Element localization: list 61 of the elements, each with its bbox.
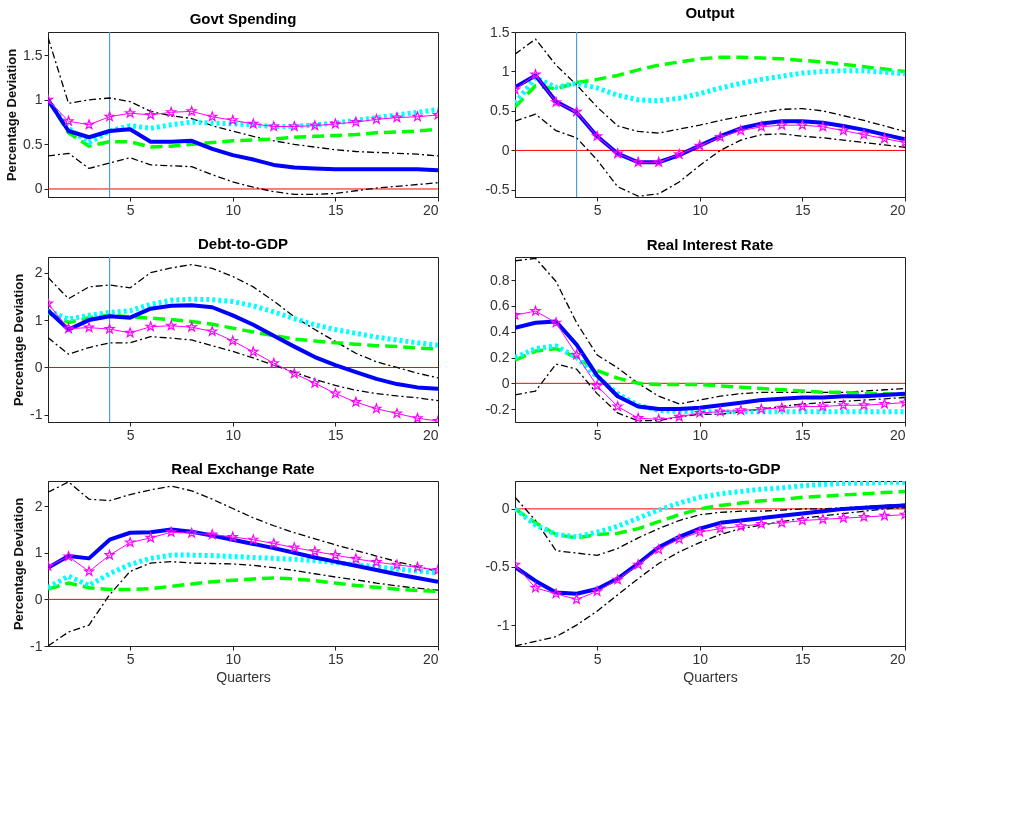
- x-tick-label: 15: [795, 201, 811, 218]
- x-tick-label: 5: [126, 650, 135, 667]
- y-axis-title: Percentage Deviation: [11, 273, 27, 407]
- y-axis-title: Percentage Deviation: [4, 48, 20, 182]
- x-tick-label: 15: [328, 650, 344, 667]
- x-tick-label: 10: [225, 201, 242, 218]
- y-tick-label: 1.5: [490, 23, 510, 40]
- y-tick-label: 0: [501, 500, 510, 517]
- y-tick-label: 0.4: [490, 323, 510, 340]
- x-tick-label: 20: [422, 650, 439, 667]
- y-tick-label: 2: [34, 497, 43, 514]
- x-tick-label: 10: [225, 426, 242, 443]
- y-tick-label: 0: [34, 180, 43, 197]
- x-tick-label: 10: [692, 650, 709, 667]
- x-tick-label: 15: [795, 426, 811, 443]
- x-tick-label: 10: [692, 201, 709, 218]
- chart-title: Debt-to-GDP: [198, 235, 288, 253]
- x-tick-label: 10: [225, 650, 242, 667]
- x-tick-label: 5: [593, 201, 602, 218]
- x-tick-label: 5: [593, 426, 602, 443]
- y-tick-label: 0.8: [490, 271, 510, 288]
- x-tick-label: 20: [889, 426, 906, 443]
- y-tick-label: 1.5: [23, 46, 43, 63]
- x-tick-label: 15: [795, 650, 811, 667]
- y-tick-label: 0: [34, 358, 43, 375]
- y-tick-label: -1: [30, 637, 43, 654]
- chart-title: Output: [685, 4, 735, 21]
- x-tick-label: 20: [422, 201, 439, 218]
- x-tick-label: 5: [593, 650, 602, 667]
- x-tick-label: 20: [889, 201, 906, 218]
- y-tick-label: 1: [34, 91, 43, 108]
- x-tick-label: 20: [422, 426, 439, 443]
- y-tick-label: 0: [501, 374, 510, 391]
- y-tick-label: 1: [34, 311, 43, 328]
- x-tick-label: 20: [889, 650, 906, 667]
- y-tick-label: 0: [34, 590, 43, 607]
- x-tick-label: 10: [692, 426, 709, 443]
- x-tick-label: 15: [328, 426, 344, 443]
- x-axis-title: Quarters: [216, 668, 271, 685]
- x-axis-title: Quarters: [683, 668, 738, 685]
- y-tick-label: 0.5: [23, 135, 43, 152]
- y-tick-label: -0.2: [485, 400, 510, 417]
- x-tick-label: 5: [126, 201, 135, 218]
- y-tick-label: -1: [30, 406, 43, 423]
- y-tick-label: 0.5: [490, 102, 510, 119]
- y-tick-label: 1: [501, 62, 510, 79]
- y-tick-label: 1: [34, 544, 43, 561]
- y-axis-title: Percentage Deviation: [11, 497, 27, 631]
- y-tick-label: -0.5: [485, 181, 510, 198]
- chart-title: Net Exports-to-GDP: [639, 460, 781, 477]
- y-tick-label: 0: [501, 141, 510, 158]
- y-tick-label: -0.5: [485, 558, 510, 575]
- y-tick-label: 0.2: [490, 349, 510, 366]
- y-tick-label: 2: [34, 264, 43, 281]
- y-tick-label: 0.6: [490, 297, 510, 314]
- chart-title: Govt Spending: [189, 10, 297, 28]
- chart-title: Real Interest Rate: [646, 236, 774, 253]
- x-tick-label: 5: [126, 426, 135, 443]
- y-tick-label: -1: [497, 616, 510, 633]
- chart-title: Real Exchange Rate: [171, 460, 315, 477]
- x-tick-label: 15: [328, 201, 344, 218]
